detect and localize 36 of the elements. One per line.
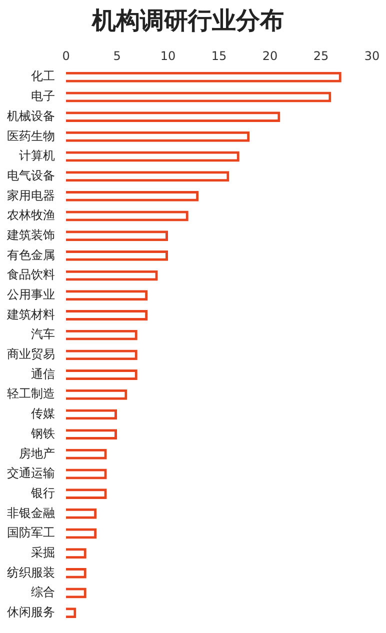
- y-tick-label: 家用电器: [7, 188, 55, 202]
- x-tick-label: 0: [62, 49, 70, 64]
- y-tick-label: 汽车: [31, 327, 55, 342]
- x-tick-label: 5: [113, 49, 121, 64]
- y-tick-label: 轻工制造: [7, 386, 55, 401]
- y-tick-label: 机械设备: [7, 108, 55, 123]
- y-tick-label: 传媒: [31, 406, 55, 421]
- x-tick-label: 10: [160, 49, 176, 64]
- y-tick-label: 采掘: [31, 545, 55, 560]
- y-tick-label: 综合: [31, 585, 55, 600]
- y-tick-label: 银行: [30, 486, 55, 500]
- y-tick-label: 农林牧渔: [7, 208, 55, 222]
- y-tick-label: 纺织服装: [7, 565, 55, 580]
- x-tick-label: 30: [364, 49, 380, 64]
- y-tick-label: 计算机: [19, 148, 55, 163]
- y-tick-label: 有色金属: [7, 248, 55, 262]
- y-tick-label: 休闲服务: [7, 605, 55, 620]
- y-tick-label: 商业贸易: [7, 347, 55, 362]
- y-tick-label: 公用事业: [7, 288, 55, 302]
- chart-title: 机构调研行业分布: [91, 6, 284, 35]
- y-tick-label: 食品饮料: [7, 268, 55, 282]
- y-tick-label: 非银金融: [7, 506, 55, 520]
- y-tick-label: 电子: [31, 89, 55, 104]
- y-tick-label: 钢铁: [30, 426, 55, 440]
- y-tick-label: 国防军工: [7, 526, 55, 540]
- y-tick-label: 化工: [31, 69, 55, 84]
- x-tick-label: 20: [262, 49, 278, 64]
- x-tick-label: 25: [313, 49, 329, 64]
- y-tick-label: 交通运输: [7, 466, 55, 480]
- y-tick-label: 建筑装饰: [6, 228, 55, 242]
- y-tick-label: 电气设备: [7, 168, 55, 182]
- y-tick-label: 通信: [31, 366, 55, 381]
- y-tick-label: 房地产: [19, 446, 55, 460]
- y-tick-label: 建筑材料: [6, 307, 55, 322]
- y-tick-label: 医药生物: [7, 128, 55, 143]
- x-tick-label: 15: [211, 49, 227, 64]
